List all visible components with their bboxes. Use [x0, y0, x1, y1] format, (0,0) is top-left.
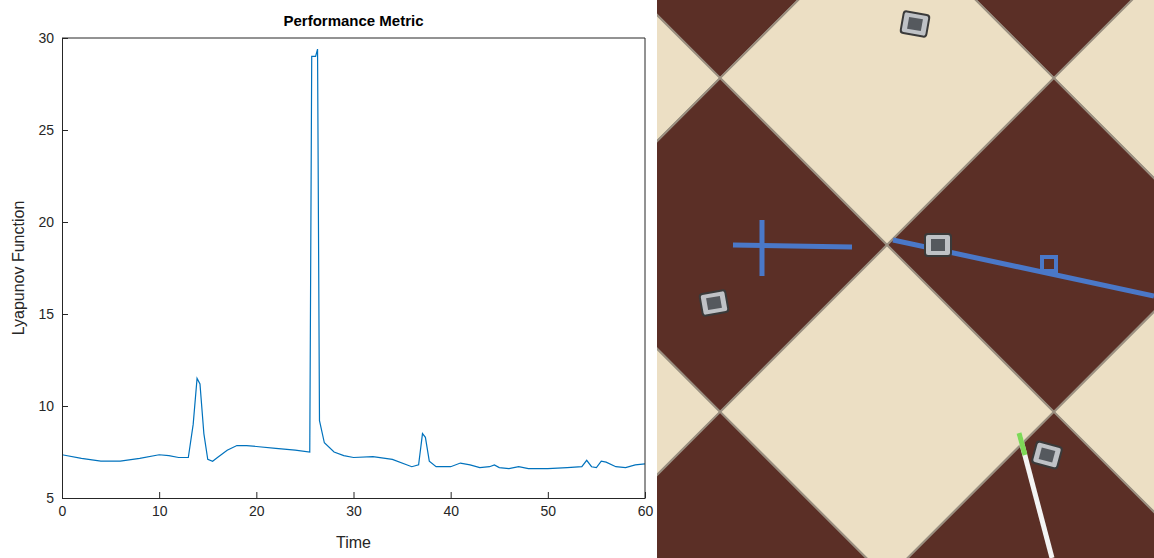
robot-board: [931, 239, 945, 251]
tick-mark: [159, 492, 160, 498]
chart-title: Performance Metric: [283, 12, 423, 29]
tick: 15: [38, 306, 68, 322]
robot-board: [1039, 447, 1056, 462]
tick: 20: [38, 214, 68, 230]
tick-mark: [62, 222, 68, 223]
tick-label: 5: [46, 490, 54, 506]
axis-line: [62, 39, 63, 499]
tick-label: 20: [38, 214, 54, 230]
series: [62, 49, 645, 469]
robot: [925, 234, 951, 256]
tick-label: 10: [38, 398, 54, 414]
tick-mark: [354, 492, 355, 498]
axis-line: [63, 498, 646, 499]
tick-label: 30: [38, 30, 54, 46]
robot-body: [900, 11, 929, 37]
frame-top: [62, 38, 645, 39]
x-axis-title: Time: [336, 534, 371, 551]
tape: [733, 220, 1154, 296]
tick-mark: [62, 314, 68, 315]
plot-background: [62, 38, 645, 498]
tick-mark: [256, 492, 257, 498]
tape-mark: [1042, 257, 1056, 271]
data-line: [62, 49, 645, 469]
tick-label: 25: [38, 122, 54, 138]
tick-mark: [548, 492, 549, 498]
tape-strip: [733, 245, 852, 247]
tick: 40: [443, 492, 459, 519]
tick-label: 15: [38, 306, 54, 322]
floor-tile: [657, 412, 887, 558]
tick: 5: [46, 490, 68, 506]
y-axis: 5 10 15 20 25 30: [38, 30, 68, 506]
robot: [699, 290, 728, 316]
canvas: 0 10 20 30 40 50 60 5 10 15 20 25 30 Performance Metr…: [0, 0, 1154, 558]
robot-board: [907, 17, 923, 31]
tick: 10: [38, 398, 68, 414]
tick: 20: [249, 492, 265, 519]
tick-mark: [62, 130, 68, 131]
tick: 30: [346, 492, 362, 519]
tick-label: 40: [443, 503, 459, 519]
tick: 60: [638, 492, 654, 519]
tick-mark: [62, 498, 68, 499]
robot-board: [706, 296, 722, 310]
tick-mark: [62, 406, 68, 407]
tick-mark: [451, 492, 452, 498]
tick: 50: [541, 492, 557, 519]
tape-strip: [893, 240, 1154, 296]
tick-label: 10: [152, 503, 168, 519]
photo: [657, 0, 1154, 558]
tick: 10: [152, 492, 168, 519]
robot-body: [1032, 441, 1063, 469]
tick-label: 20: [249, 503, 265, 519]
robot: [1032, 441, 1063, 469]
x-axis: 0 10 20 30 40 50 60: [59, 492, 654, 519]
frame-right: [645, 38, 646, 498]
floor-tile: [887, 412, 1154, 558]
robot-body: [925, 234, 951, 256]
tick-label: 30: [346, 503, 362, 519]
tick-label: 60: [638, 503, 654, 519]
tick-label: 0: [59, 503, 67, 519]
tape-strip: [760, 220, 765, 276]
robot-body: [699, 290, 728, 316]
tick-label: 50: [541, 503, 557, 519]
floor: [657, 0, 1154, 558]
y-axis-title: Lyapunov Function: [10, 201, 27, 336]
tick: 25: [38, 122, 68, 138]
robot: [900, 11, 929, 37]
wand-tip: [1019, 433, 1025, 455]
